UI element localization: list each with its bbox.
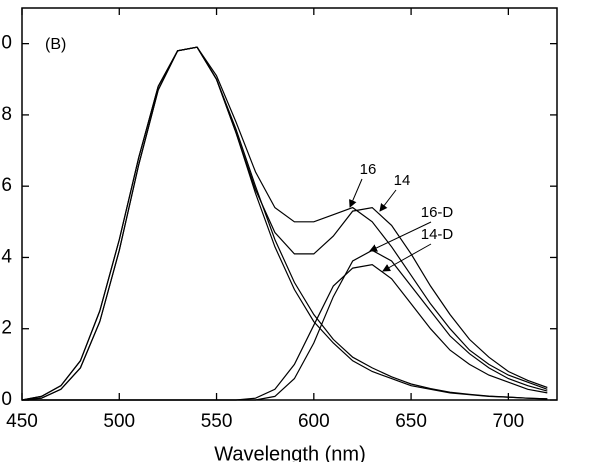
- y-tick-label: 0.6: [0, 175, 12, 196]
- series-line: [21, 46, 548, 401]
- series-line: [21, 46, 548, 401]
- label-arrow: [379, 189, 397, 212]
- y-tick-label: 0.2: [0, 318, 12, 339]
- x-tick-label: 700: [493, 411, 525, 432]
- x-tick-label: 550: [201, 411, 233, 432]
- y-tick-label: 0.4: [0, 246, 12, 267]
- x-tick-label: 450: [6, 411, 38, 432]
- x-tick-label: 500: [103, 411, 135, 432]
- y-tick-label: 1.0: [0, 33, 12, 54]
- series-label: 14: [394, 172, 411, 189]
- panel-label: (B): [45, 36, 66, 53]
- series-line: [21, 46, 548, 401]
- series-label: 16-D: [421, 204, 454, 221]
- x-tick-label: 600: [298, 411, 330, 432]
- label-arrow: [369, 221, 432, 252]
- plot-frame: [21, 7, 558, 401]
- label-arrow: [349, 178, 363, 208]
- label-arrow: [382, 243, 432, 272]
- series-line: [22, 263, 548, 401]
- y-tick-label: 0.8: [0, 104, 12, 125]
- series-line: [21, 46, 548, 401]
- y-tick-label: 0.0: [0, 389, 12, 410]
- x-axis-label: Wavelength (nm): [214, 443, 366, 462]
- series-label: 16: [360, 161, 377, 178]
- series-label: 14-D: [421, 226, 454, 243]
- series-line: [22, 249, 548, 401]
- x-tick-label: 650: [395, 411, 427, 432]
